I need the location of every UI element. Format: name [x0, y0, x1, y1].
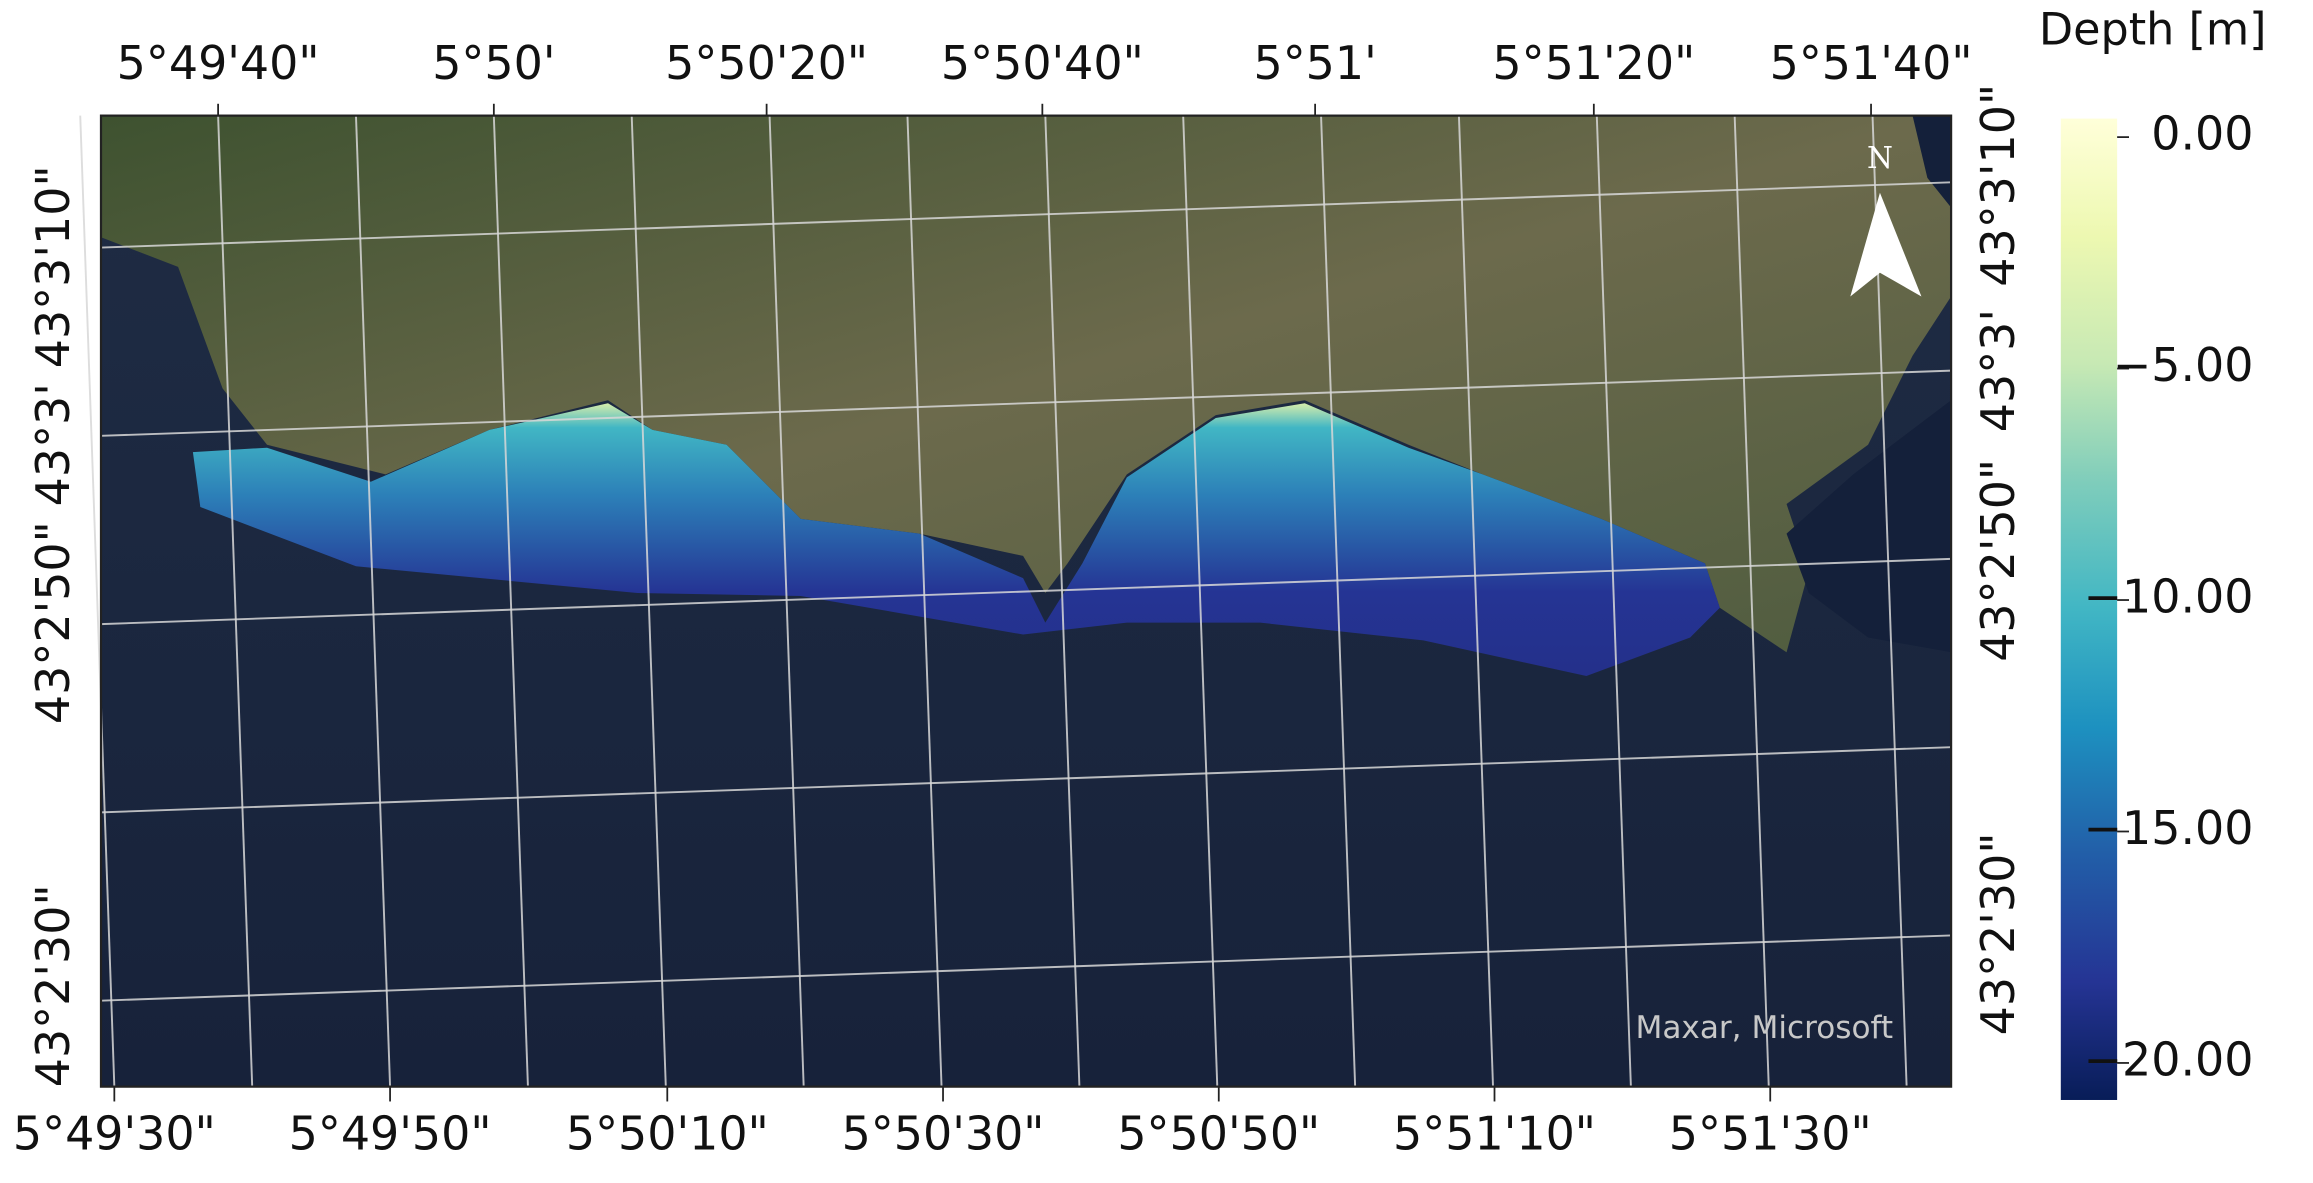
left-label: 43°2'30": [26, 884, 80, 1087]
top-label: 5°51'20": [1492, 36, 1695, 90]
top-label: 5°50'20": [665, 36, 868, 90]
right-label: 43°2'30": [1971, 833, 2025, 1036]
grid-line: [1320, 115, 1357, 1087]
land: [100, 115, 1952, 653]
right-label: 43°3': [1971, 309, 2025, 432]
dark-cove: [1786, 115, 1952, 653]
grid-line: [1871, 115, 1908, 1087]
attribution: Maxar, Microsoft: [1635, 1010, 1893, 1046]
grid-line: [906, 115, 943, 1087]
north-arrow-shape: [1850, 192, 1922, 297]
left-label: 43°3': [26, 383, 80, 506]
satellite-image: [100, 115, 1952, 1087]
grid-line: [1733, 115, 1770, 1087]
bottom-label: 5°49'50": [289, 1107, 492, 1161]
grid-line: [79, 115, 116, 1087]
top-label: 5°51'40": [1770, 36, 1973, 90]
grid-line: [100, 557, 1952, 626]
grid-line: [768, 115, 805, 1087]
grid-line: [630, 115, 667, 1087]
grid-line: [1182, 115, 1219, 1087]
graticule: [79, 115, 1952, 1087]
bottom-label: 5°50'10": [566, 1107, 769, 1161]
colorbar-tick-label: −15.00: [2084, 801, 2254, 855]
grid-line: [217, 115, 254, 1087]
bottom-label: 5°51'30": [1669, 1107, 1872, 1161]
left-label: 43°3'10": [26, 165, 80, 368]
top-label: 5°51': [1253, 36, 1376, 90]
grid-line: [100, 181, 1952, 249]
colorbar-tick-label: −5.00: [2113, 338, 2254, 392]
top-label: 5°49'40": [117, 36, 320, 90]
top-label: 5°50': [432, 36, 555, 90]
colorbar-tick-label: −10.00: [2084, 570, 2254, 624]
grid-line: [100, 369, 1952, 437]
grid-line: [1044, 115, 1081, 1087]
top-label: 5°50'40": [941, 36, 1144, 90]
colorbar: [2060, 118, 2118, 1100]
colorbar-tick-label: 0.00: [2151, 107, 2253, 161]
north-arrow: N: [1850, 140, 1922, 297]
right-label: 43°3'10": [1971, 84, 2025, 287]
bottom-label: 5°51'10": [1393, 1107, 1596, 1161]
grid-line: [492, 115, 529, 1087]
grid-line: [355, 115, 392, 1087]
bottom-label: 5°50'50": [1117, 1107, 1320, 1161]
grid-line: [100, 934, 1952, 1002]
colorbar-title: Depth [m]: [2039, 5, 2267, 56]
right-label: 43°2'50": [1971, 459, 2025, 662]
left-label: 43°2'50": [26, 521, 80, 724]
bottom-label: 5°50'30": [842, 1107, 1045, 1161]
north-label: N: [1867, 140, 1893, 175]
map-frame: [99, 114, 1953, 1088]
grid-line: [1595, 115, 1632, 1087]
colorbar-tick-label: −20.00: [2084, 1032, 2254, 1086]
bottom-label: 5°49'30": [13, 1107, 216, 1161]
grid-line: [1457, 115, 1494, 1087]
grid-line: [100, 746, 1952, 814]
